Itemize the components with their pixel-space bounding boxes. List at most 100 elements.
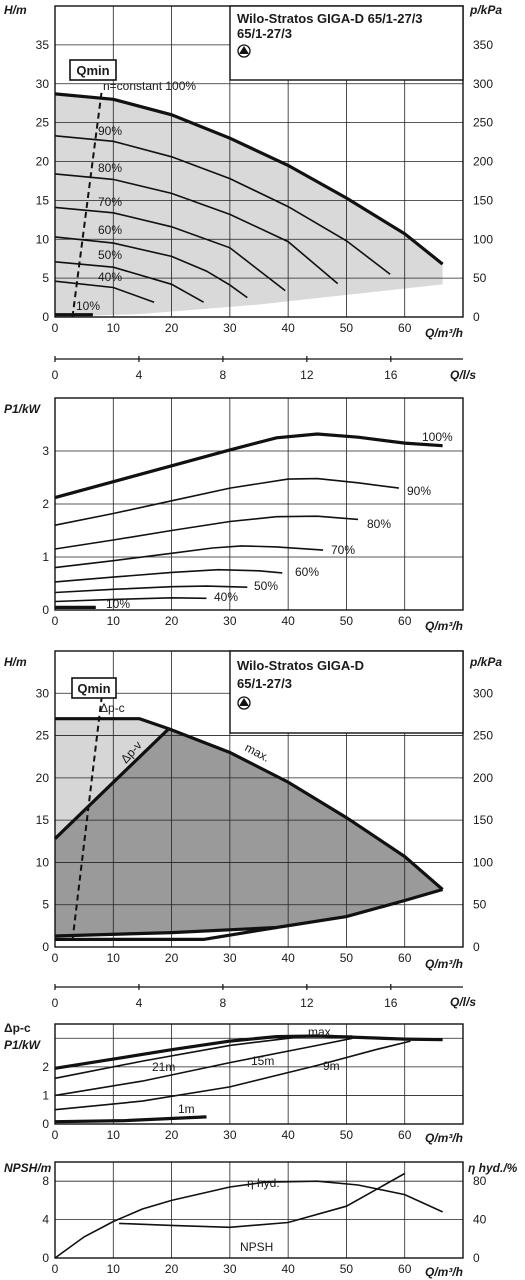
curve-label: 40% xyxy=(98,270,122,284)
x-tick-label: 0 xyxy=(52,321,59,335)
x-tick-label: 12 xyxy=(300,368,314,382)
curve-40- xyxy=(54,280,155,303)
x-tick-label: 50 xyxy=(340,951,354,965)
y2-tick-label: 250 xyxy=(473,116,493,130)
curve-21m xyxy=(54,1035,353,1080)
curve--hyd- xyxy=(54,1180,443,1259)
y-tick-label: 0 xyxy=(42,940,49,954)
y2-tick-label: 0 xyxy=(473,940,480,954)
x-tick-label: 10 xyxy=(107,1262,121,1276)
curve-label: 100% xyxy=(422,430,453,444)
curve-label: 90% xyxy=(407,484,431,498)
y-tick-label: 5 xyxy=(42,271,49,285)
x-tick-label: 50 xyxy=(340,1262,354,1276)
y2-axis-label: η hyd./% xyxy=(468,1161,518,1175)
curve-label: 70% xyxy=(98,195,122,209)
chart-title-line1: Wilo-Stratos GIGA-D 65/1-27/3 xyxy=(237,11,423,26)
curve-label: 50% xyxy=(254,579,278,593)
title-box xyxy=(229,650,464,734)
x-tick-label: 50 xyxy=(340,614,354,628)
dp-v-range-area xyxy=(55,728,443,936)
curve-60- xyxy=(54,236,248,299)
x-tick-label: 20 xyxy=(165,951,179,965)
x-tick-label: 0 xyxy=(52,614,59,628)
y2-tick-label: 50 xyxy=(473,271,487,285)
y2-tick-label: 150 xyxy=(473,813,493,827)
y-tick-label: 0 xyxy=(42,603,49,617)
curve-label: 50% xyxy=(98,248,122,262)
x-tick-label: 0 xyxy=(52,1262,59,1276)
x-axis-label: Q/l/s xyxy=(450,995,476,1009)
qmin-label-box xyxy=(71,677,117,699)
y-tick-label: 0 xyxy=(42,1251,49,1265)
x-tick-label: 0 xyxy=(52,1128,59,1142)
chart-title-line2: 65/1-27/3 xyxy=(237,676,292,691)
x-axis-label: Q/m³/h xyxy=(425,957,463,971)
curve-60- xyxy=(54,568,283,583)
plot-frame xyxy=(54,397,464,611)
hq-variable-speed-chart: n=constant 100% 90% 80% 70% 60% 50% 40% 10% Wil… xyxy=(4,3,502,340)
y2-tick-label: 100 xyxy=(473,855,493,869)
x-tick-label: 20 xyxy=(165,614,179,628)
y2-tick-label: 300 xyxy=(473,77,493,91)
curve-label: 10% xyxy=(106,597,130,611)
y-tick-label: 15 xyxy=(36,193,50,207)
x-tick-label: 40 xyxy=(281,321,295,335)
y2-axis-label: p/kPa xyxy=(469,3,502,17)
y-tick-label: 15 xyxy=(36,813,50,827)
curve-15m xyxy=(54,1037,353,1097)
qmin-label: Qmin xyxy=(76,63,109,78)
curve-bottom xyxy=(55,925,277,941)
tick-labels: 0 4 8 12 16 xyxy=(52,984,398,1010)
x-tick-label: 30 xyxy=(223,1128,237,1142)
operating-range-area xyxy=(55,93,443,318)
curve-label: NPSH xyxy=(240,1240,273,1254)
x-tick-label: 40 xyxy=(281,951,295,965)
curve-npsh xyxy=(119,1172,406,1229)
y-tick-label: 30 xyxy=(36,77,50,91)
y-axis-label: P1/kW xyxy=(4,1038,42,1052)
curve-max- xyxy=(54,1034,443,1070)
curve-label: n=constant 100% xyxy=(103,79,196,93)
y-axis-label: P1/kW xyxy=(4,402,42,416)
x-tick-label: 20 xyxy=(165,1128,179,1142)
curve-label: 9m xyxy=(323,1059,340,1073)
curve-90- xyxy=(54,135,391,275)
curve-label: 60% xyxy=(98,223,122,237)
npsh-efficiency-curves: η hyd. NPSH xyxy=(54,1172,443,1259)
x-tick-label: 0 xyxy=(52,996,59,1010)
pump-symbol-icon xyxy=(237,44,251,58)
qmin-dashed-line xyxy=(71,697,103,941)
curve-label: 60% xyxy=(295,565,319,579)
x-tick-label: 10 xyxy=(107,321,121,335)
x-tick-label: 40 xyxy=(281,1128,295,1142)
x-axis-label: Q/m³/h xyxy=(425,1131,463,1145)
curve-80- xyxy=(54,515,359,550)
p1-variable-speed-chart: 100% 90% 80% 70% 60% 50% 40% 10% P1/kW Q/m³/h 0… xyxy=(4,397,464,633)
y2-tick-label: 0 xyxy=(473,1251,480,1265)
curve-min xyxy=(54,887,444,938)
x-tick-label: 16 xyxy=(384,368,398,382)
y2-tick-label: 40 xyxy=(473,1213,487,1227)
x-tick-label: 8 xyxy=(220,368,227,382)
x-tick-label: 0 xyxy=(52,368,59,382)
chart-title-line1: Wilo-Stratos GIGA-D xyxy=(237,658,364,673)
curve--p-v xyxy=(53,727,170,840)
y-tick-label: 1 xyxy=(42,550,49,564)
x-tick-label: 50 xyxy=(340,321,354,335)
x-tick-label: 60 xyxy=(398,614,412,628)
tick-labels: 0 10 20 30 40 50 60 0 1 2 xyxy=(42,1060,411,1142)
npsh-efficiency-chart: η hyd. NPSH NPSH/m η hyd./% Q/m³/h 0 10 20 3… xyxy=(4,1161,518,1279)
x-tick-label: 0 xyxy=(52,951,59,965)
y-tick-label: 1 xyxy=(42,1088,49,1102)
y-tick-label: 35 xyxy=(36,38,50,52)
curve-70- xyxy=(54,206,286,292)
power-curves: 100% 90% 80% 70% 60% 50% 40% 10% xyxy=(54,430,453,611)
x-tick-label: 8 xyxy=(220,996,227,1010)
y2-tick-label: 200 xyxy=(473,155,493,169)
x-tick-label: 30 xyxy=(223,321,237,335)
y2-tick-label: 150 xyxy=(473,193,493,207)
x-axis-label: Q/m³/h xyxy=(425,326,463,340)
x-axis-label: Q/l/s xyxy=(450,368,476,382)
